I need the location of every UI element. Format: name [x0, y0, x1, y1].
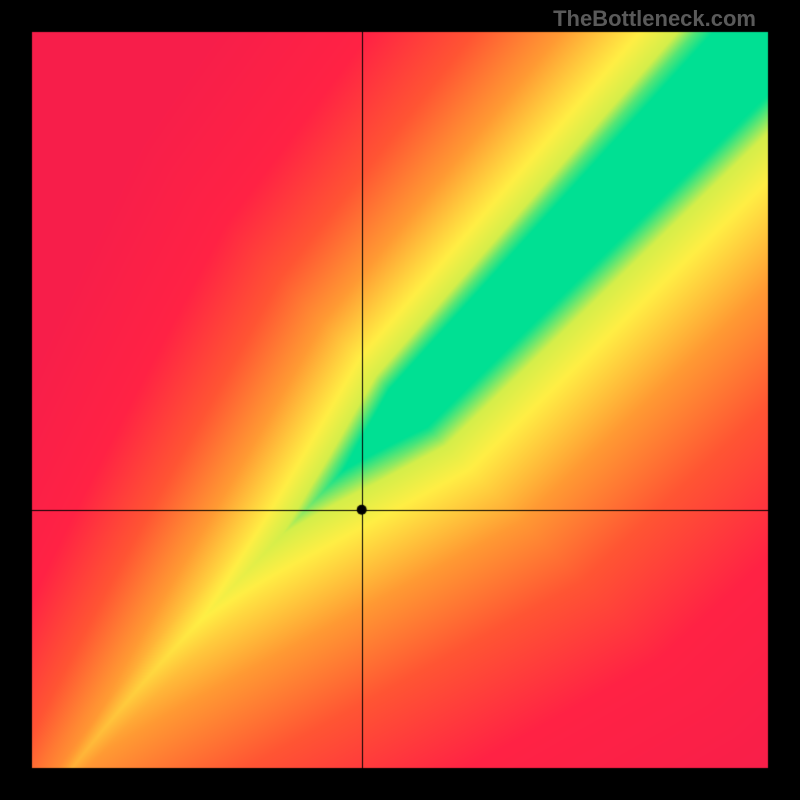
- watermark-text: TheBottleneck.com: [553, 6, 756, 32]
- heatmap-canvas: [0, 0, 800, 800]
- bottleneck-heatmap-chart: TheBottleneck.com: [0, 0, 800, 800]
